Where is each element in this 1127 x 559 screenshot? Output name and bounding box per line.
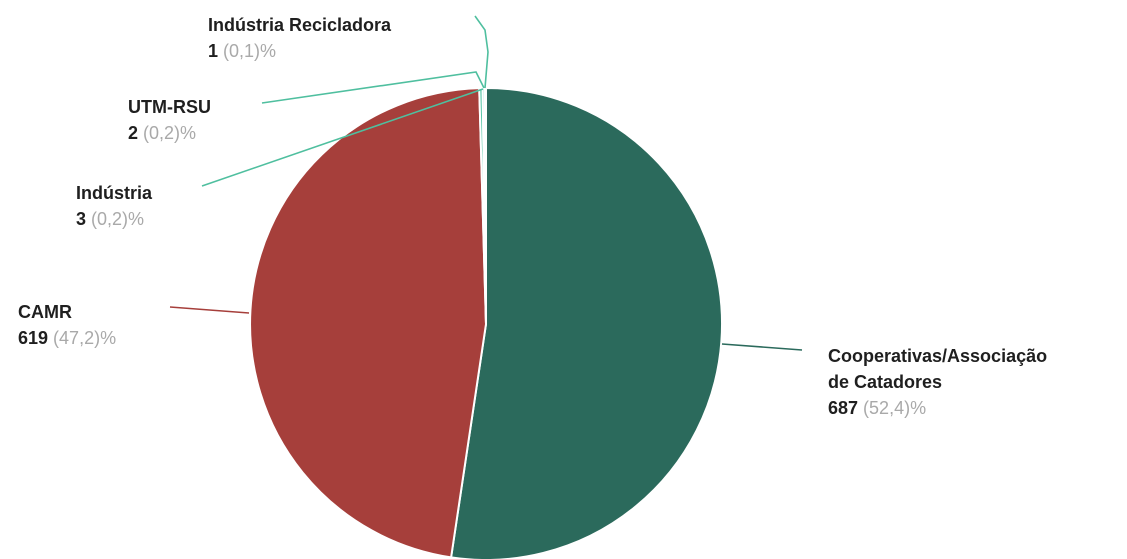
slice-name-industria: Indústria — [76, 183, 153, 203]
slice-name-cooperativas: Cooperativas/Associação — [828, 346, 1047, 366]
pie-slice-camr — [249, 87, 488, 559]
leader-line-industria-recicladora — [474, 15, 489, 89]
leader-line-camr — [169, 306, 250, 314]
pie-labels: Cooperativas/Associação de Catadores 687 (… — [18, 15, 1047, 418]
slice-name-industria-recicladora: Indústria Recicladora — [208, 15, 392, 35]
pie-slice-cooperativas — [449, 86, 724, 559]
slice-value-cooperativas: 687 (52,4)% — [828, 398, 926, 418]
slice-name-cooperativas: de Catadores — [828, 372, 942, 392]
leader-line-industria — [201, 88, 484, 187]
pie-slices — [249, 86, 724, 559]
slice-value-camr: 619 (47,2)% — [18, 328, 116, 348]
slice-value-industria: 3 (0,2)% — [76, 209, 144, 229]
slice-value-utm-rsu: 2 (0,2)% — [128, 123, 196, 143]
slice-name-camr: CAMR — [18, 302, 72, 322]
leader-line-utm-rsu — [261, 71, 485, 104]
slice-name-utm-rsu: UTM-RSU — [128, 97, 211, 117]
slice-value-industria-recicladora: 1 (0,1)% — [208, 41, 276, 61]
pie-slice-industria-recicladora — [483, 86, 487, 325]
leader-line-cooperativas — [721, 343, 803, 351]
